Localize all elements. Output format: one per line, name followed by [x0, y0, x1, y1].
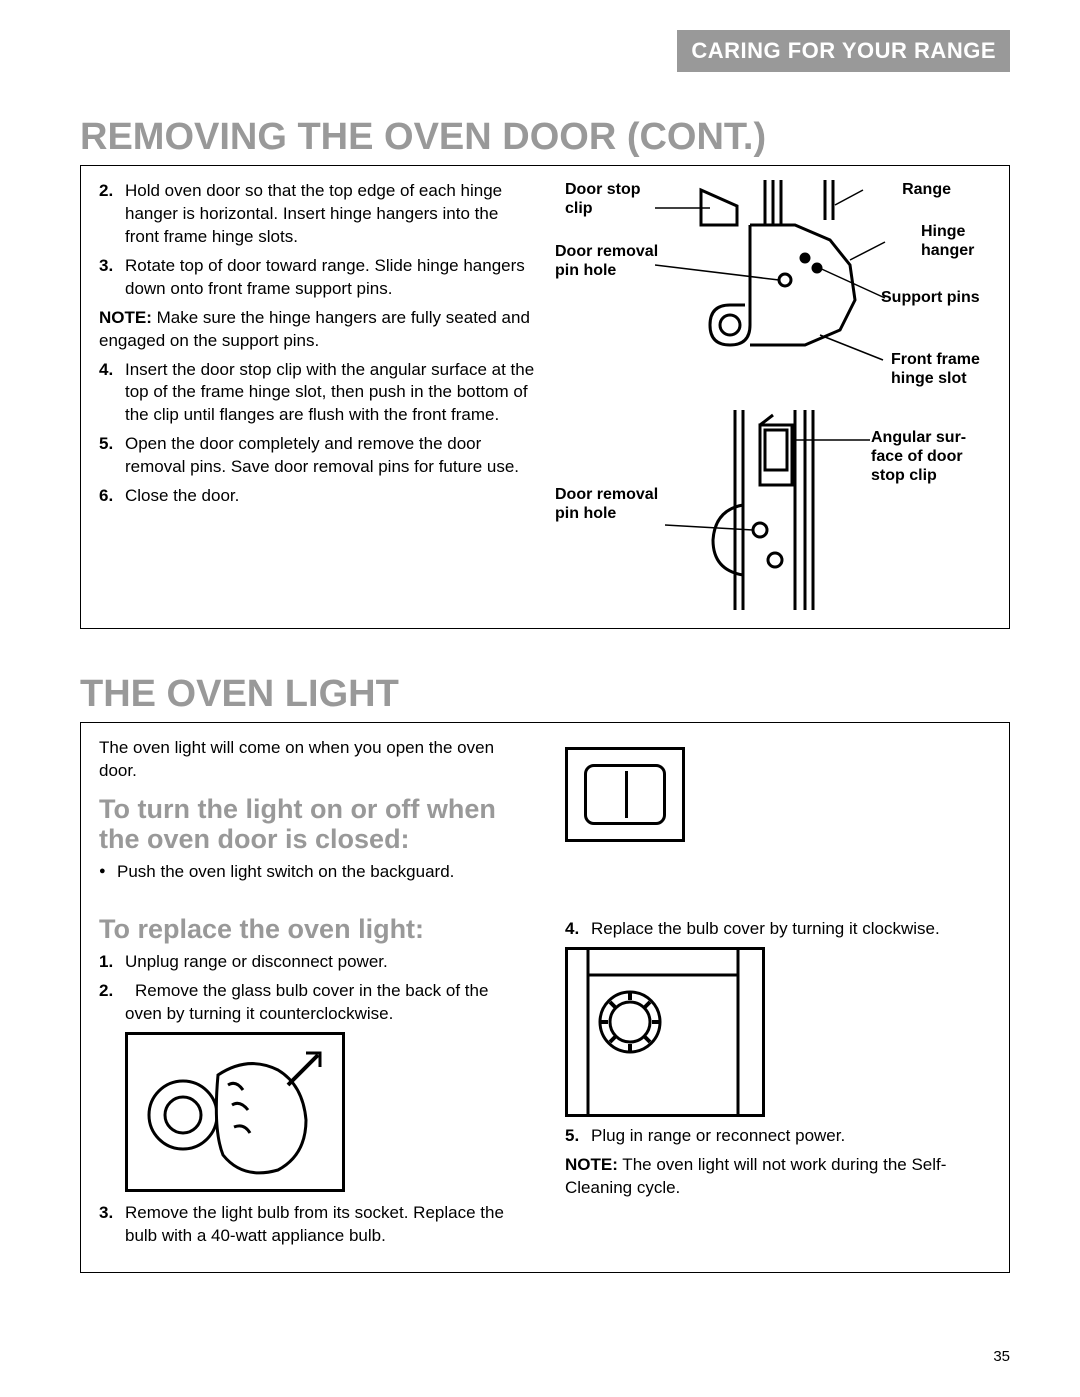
- bulb-cover-icon: [568, 950, 762, 1114]
- hinge-diagram: Door stop clip Range Hinge hanger Door r…: [555, 180, 991, 610]
- oven-light-intro: The oven light will come on when you ope…: [99, 737, 525, 783]
- replace-step-1: 1.Unplug range or disconnect power.: [99, 951, 525, 974]
- replace-step-5: 5.Plug in range or reconnect power.: [565, 1125, 991, 1148]
- note-1: NOTE: Make sure the hinge hangers are fu…: [99, 307, 535, 353]
- step-6: 6.Close the door.: [99, 485, 535, 508]
- door-clip-icon: [665, 410, 915, 610]
- note-2: NOTE: The oven light will not work durin…: [565, 1154, 991, 1200]
- replace-step-3: 3.Remove the light bulb from its socket.…: [99, 1202, 525, 1248]
- rocker-switch-icon: [584, 764, 666, 825]
- section-header: CARING FOR YOUR RANGE: [677, 30, 1010, 72]
- instructions-column: 2.Hold oven door so that the top edge of…: [99, 180, 535, 610]
- hand-bulb-diagram: [125, 1032, 345, 1192]
- step-2: 2.Hold oven door so that the top edge of…: [99, 180, 535, 249]
- subheading-turn-light: To turn the light on or off when the ove…: [99, 795, 525, 854]
- bullet-push-switch: Push the oven light switch on the backgu…: [99, 861, 525, 884]
- light-switch-diagram: [565, 747, 685, 842]
- replace-step-2: 2. Remove the glass bulb cover in the ba…: [99, 980, 525, 1026]
- label-door-removal-pin-2: Door removal pin hole: [555, 485, 675, 523]
- step-5: 5.Open the door completely and remove th…: [99, 433, 535, 479]
- bulb-cover-diagram: [565, 947, 765, 1117]
- step-4: 4. Insert the door stop clip with the an…: [99, 359, 535, 428]
- diagram-column: Door stop clip Range Hinge hanger Door r…: [555, 180, 991, 610]
- section-title-removing-door: REMOVING THE OVEN DOOR (CONT.): [80, 112, 1010, 163]
- page-number: 35: [993, 1347, 1010, 1367]
- label-door-stop-clip: Door stop clip: [565, 180, 655, 218]
- hinge-assembly-icon: [655, 180, 925, 380]
- subheading-replace-light: To replace the oven light:: [99, 915, 525, 945]
- label-hinge-hanger: Hinge hanger: [921, 222, 991, 260]
- replace-step-4: 4.Replace the bulb cover by turning it c…: [565, 918, 991, 941]
- removing-door-box: 2.Hold oven door so that the top edge of…: [80, 165, 1010, 629]
- hand-turning-bulb-icon: [128, 1035, 342, 1189]
- oven-light-box: The oven light will come on when you ope…: [80, 722, 1010, 1273]
- manual-page: CARING FOR YOUR RANGE REMOVING THE OVEN …: [0, 0, 1080, 1337]
- step-3: 3.Rotate top of door toward range. Slide…: [99, 255, 535, 301]
- section-title-oven-light: THE OVEN LIGHT: [80, 669, 1010, 720]
